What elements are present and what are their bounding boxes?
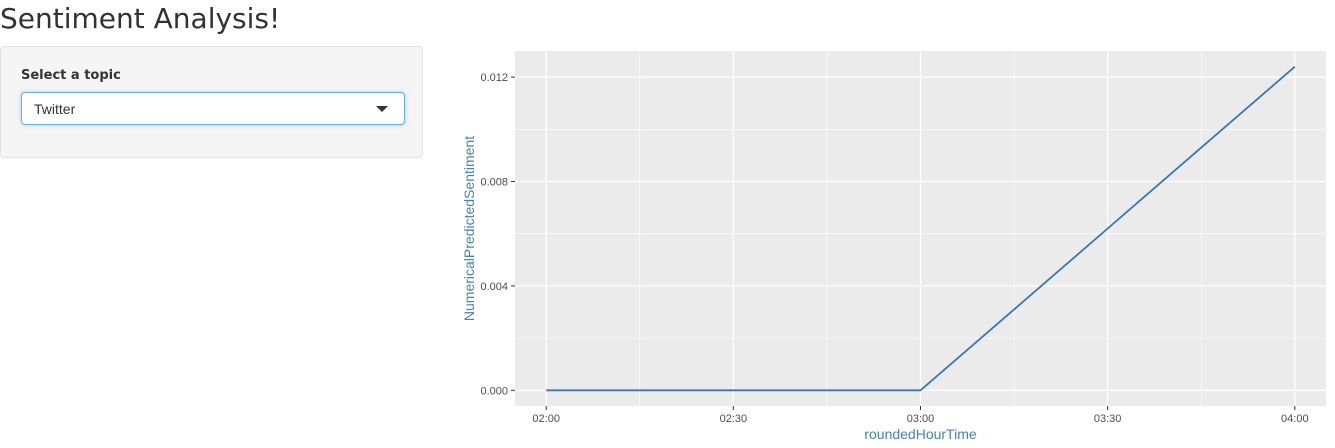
x-tick-label: 04:00 — [1281, 413, 1309, 425]
sidebar-panel: Select a topic Twitter — [0, 46, 423, 158]
x-tick-label: 03:30 — [1094, 413, 1122, 425]
sentiment-series-line — [546, 66, 1296, 392]
y-tick-label: 0.004 — [480, 281, 508, 293]
topic-select[interactable]: Twitter — [21, 92, 405, 125]
y-axis-title: NumericalPredictedSentiment — [461, 136, 477, 321]
x-tick-label: 02:00 — [532, 413, 560, 425]
page-title: Sentiment Analysis! — [0, 2, 281, 35]
topic-select-label: Select a topic — [21, 68, 121, 83]
x-axis-title: roundedHourTime — [864, 426, 977, 442]
x-tick-label: 02:30 — [720, 413, 748, 425]
topic-select-value: Twitter — [34, 101, 76, 117]
y-tick-label: 0.012 — [480, 72, 508, 84]
x-tick-label: 03:00 — [907, 413, 935, 425]
y-tick-label: 0.008 — [480, 177, 508, 189]
y-tick-label: 0.000 — [480, 385, 508, 397]
chevron-down-icon[interactable] — [376, 106, 388, 112]
sentiment-line-chart: 02:00 02:30 03:00 03:30 04:00 0.000 0.004 0.008… — [461, 51, 1326, 442]
